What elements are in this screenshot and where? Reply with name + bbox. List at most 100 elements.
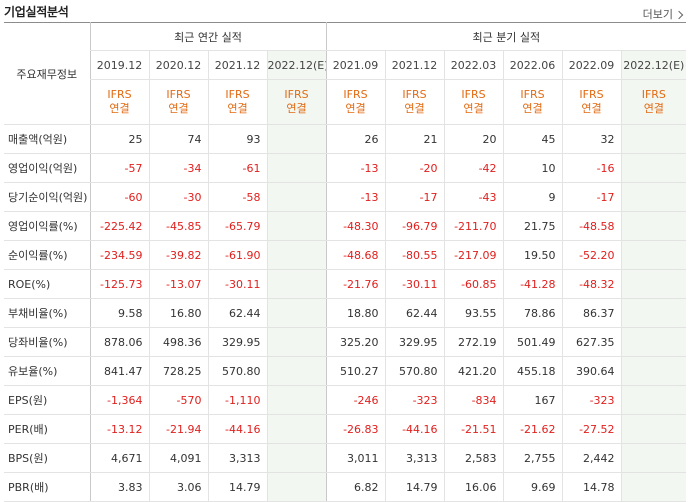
basis-header: IFRS 연결 xyxy=(325,79,386,125)
table-cell xyxy=(266,211,327,241)
more-link[interactable]: 더보기 xyxy=(642,6,684,22)
table-cell: 62.44 xyxy=(384,298,445,328)
section-title: 기업실적분석 xyxy=(4,5,69,19)
table-cell xyxy=(620,211,687,241)
period-header: 2021.12 xyxy=(384,50,445,80)
table-cell xyxy=(620,385,687,415)
table-cell: -13 xyxy=(325,182,386,212)
table-cell: 62.44 xyxy=(207,298,267,328)
table-cell: -125.73 xyxy=(89,269,149,299)
table-cell: -30.11 xyxy=(207,269,267,299)
table-cell: -234.59 xyxy=(89,240,149,270)
table-cell xyxy=(620,124,687,154)
table-row: EPS(원) -1,364 -570 -1,110 -246 -323 -834 167 -32… xyxy=(4,385,687,415)
table-cell: -58 xyxy=(207,182,267,212)
financial-table: 주요재무정보 최근 연간 실적 최근 분기 실적 2019.12 2020.12 2… xyxy=(4,22,687,502)
table-row: ROE(%) -125.73 -13.07 -30.11 -21.76 -30.11 -60… xyxy=(4,269,687,299)
table-cell: -60 xyxy=(89,182,149,212)
table-cell: -21.62 xyxy=(502,414,563,444)
table-cell xyxy=(620,240,687,270)
row-label: BPS(원) xyxy=(4,443,90,473)
more-label: 더보기 xyxy=(642,8,673,21)
basis-scope: 연결 xyxy=(109,102,130,115)
table-cell: 19.50 xyxy=(502,240,563,270)
table-cell: 4,091 xyxy=(148,443,208,473)
basis-standard: IFRS xyxy=(579,88,604,101)
table-cell: 2,442 xyxy=(561,443,622,473)
table-cell: -48.32 xyxy=(561,269,622,299)
table-cell: -34 xyxy=(148,153,208,183)
table-cell: -323 xyxy=(561,385,622,415)
basis-header: IFRS 연결 xyxy=(502,79,563,125)
table-cell: 14.79 xyxy=(384,472,445,502)
table-cell: 3,313 xyxy=(207,443,267,473)
table-cell: 272.19 xyxy=(443,327,504,357)
period-header-row: 2019.12 2020.12 2021.12 2022.12(E) 2021.09 20… xyxy=(4,50,687,80)
row-label: 매출액(억원) xyxy=(4,124,90,154)
row-label: 당좌비율(%) xyxy=(4,327,90,357)
table-cell: 501.49 xyxy=(502,327,563,357)
basis-standard: IFRS xyxy=(520,88,545,101)
table-row: 순이익률(%) -234.59 -39.82 -61.90 -48.68 -80.55 -2… xyxy=(4,240,687,270)
row-label: 영업이익률(%) xyxy=(4,211,90,241)
table-cell xyxy=(266,414,327,444)
table-cell xyxy=(266,269,327,299)
table-cell: -48.58 xyxy=(561,211,622,241)
table-cell: 6.82 xyxy=(325,472,386,502)
table-cell: -41.28 xyxy=(502,269,563,299)
table-cell: -17 xyxy=(561,182,622,212)
table-cell: 9.69 xyxy=(502,472,563,502)
basis-header: IFRS 연결 xyxy=(561,79,622,125)
table-cell xyxy=(266,356,327,386)
table-cell: 16.80 xyxy=(148,298,208,328)
table-cell: -1,110 xyxy=(207,385,267,415)
table-cell: 21.75 xyxy=(502,211,563,241)
basis-standard: IFRS xyxy=(284,88,309,101)
table-cell xyxy=(620,269,687,299)
row-label: EPS(원) xyxy=(4,385,90,415)
table-row: 영업이익률(%) -225.42 -45.85 -65.79 -48.30 -96.79-… xyxy=(4,211,687,241)
basis-scope: 연결 xyxy=(227,102,248,115)
table-cell: -21.76 xyxy=(325,269,386,299)
table-cell xyxy=(266,385,327,415)
table-cell: 329.95 xyxy=(384,327,445,357)
period-header: 2019.12 xyxy=(89,50,149,80)
table-cell: -13 xyxy=(325,153,386,183)
table-cell: -44.16 xyxy=(384,414,445,444)
table-cell: 10 xyxy=(502,153,563,183)
table-cell: -21.51 xyxy=(443,414,504,444)
basis-standard: IFRS xyxy=(402,88,427,101)
table-row: 당기순이익(억원) -60 -30 -58 -13 -17 -43 9 -17 xyxy=(4,182,687,212)
basis-standard: IFRS xyxy=(225,88,250,101)
table-cell xyxy=(620,153,687,183)
table-cell: -43 xyxy=(443,182,504,212)
table-row: 유보율(%) 841.47 728.25 570.80 510.27 570.80 421.… xyxy=(4,356,687,386)
table-cell xyxy=(620,414,687,444)
table-cell: 570.80 xyxy=(384,356,445,386)
period-header: 2022.12(E) xyxy=(266,50,327,80)
table-cell: -80.55 xyxy=(384,240,445,270)
row-label: 영업이익(억원) xyxy=(4,153,90,183)
table-cell: -61.90 xyxy=(207,240,267,270)
table-cell: 325.20 xyxy=(325,327,386,357)
table-cell: -60.85 xyxy=(443,269,504,299)
table-cell: -27.52 xyxy=(561,414,622,444)
table-cell: 21 xyxy=(384,124,445,154)
table-cell: 3,011 xyxy=(325,443,386,473)
table-cell: 20 xyxy=(443,124,504,154)
table-cell: -13.12 xyxy=(89,414,149,444)
table-cell: -323 xyxy=(384,385,445,415)
period-header: 2022.12(E) xyxy=(620,50,687,80)
basis-header: IFRS 연결 xyxy=(89,79,149,125)
table-cell xyxy=(266,472,327,502)
table-cell: 74 xyxy=(148,124,208,154)
table-cell xyxy=(620,356,687,386)
period-header: 2021.09 xyxy=(325,50,386,80)
table-cell xyxy=(266,124,327,154)
basis-header-row: IFRS 연결 IFRS 연결 IFRS 연결 IFRS 연결 IFRS 연결 IFRS 연결 IFRS… xyxy=(4,79,687,125)
table-cell: 9.58 xyxy=(89,298,149,328)
table-row: 영업이익(억원) -57 -34 -61 -13 -20 -42 10 -16 xyxy=(4,153,687,183)
table-cell xyxy=(620,327,687,357)
table-cell: -48.30 xyxy=(325,211,386,241)
chevron-right-icon xyxy=(674,10,684,19)
